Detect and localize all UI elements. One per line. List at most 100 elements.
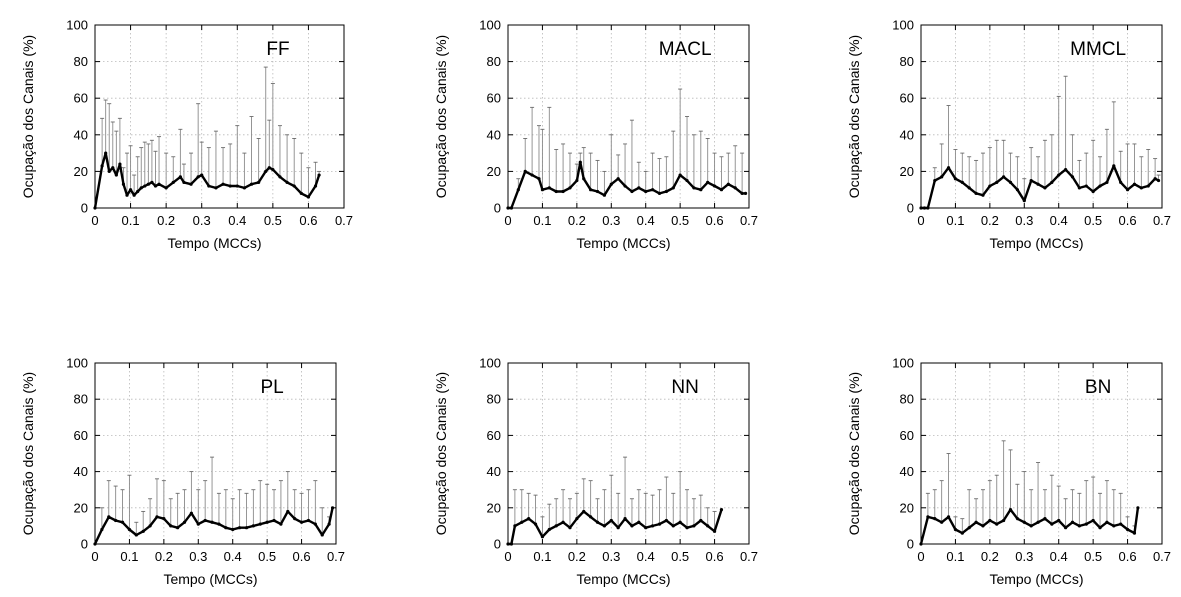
data-point bbox=[217, 522, 221, 526]
data-point bbox=[1112, 524, 1116, 528]
y-tick-label: 40 bbox=[900, 127, 914, 142]
data-point bbox=[272, 518, 276, 523]
data-point bbox=[919, 206, 923, 210]
x-tick-label: 0 bbox=[504, 549, 511, 564]
data-point bbox=[1136, 506, 1140, 510]
x-tick-label: 0.6 bbox=[706, 213, 724, 228]
x-tick-label: 0.2 bbox=[568, 549, 586, 564]
x-tick-label: 0.5 bbox=[258, 549, 276, 564]
y-tick-label: 100 bbox=[479, 356, 501, 371]
data-point bbox=[609, 182, 613, 186]
data-point bbox=[644, 189, 648, 194]
data-point bbox=[630, 189, 634, 194]
x-tick-label: 0.6 bbox=[1119, 213, 1137, 228]
data-point bbox=[540, 188, 545, 192]
data-point bbox=[561, 189, 565, 194]
data-point bbox=[602, 193, 607, 197]
y-tick-label: 80 bbox=[900, 392, 914, 407]
series-line bbox=[508, 161, 746, 210]
data-point bbox=[960, 531, 964, 535]
data-point bbox=[120, 520, 125, 524]
x-tick-label: 0.7 bbox=[740, 213, 758, 228]
data-point bbox=[196, 522, 200, 526]
data-point bbox=[575, 178, 579, 183]
series bbox=[919, 440, 1140, 546]
data-point bbox=[1022, 199, 1026, 203]
y-tick-label: 20 bbox=[74, 164, 88, 179]
data-point bbox=[678, 520, 682, 524]
data-point bbox=[578, 160, 582, 164]
data-point bbox=[136, 189, 140, 194]
y-tick-label: 40 bbox=[900, 464, 914, 479]
x-tick-label: 0.6 bbox=[1119, 549, 1137, 564]
data-point bbox=[100, 164, 104, 168]
data-point bbox=[685, 526, 689, 530]
y-axis-title: Ocupação dos Canais (%) bbox=[846, 372, 862, 535]
data-point bbox=[1008, 508, 1013, 512]
panel-pl: 0 0.1 0.2 0.3 0.4 0.5 0.6 0.7 0 20 40 60 80 100 Tempo … bbox=[20, 356, 345, 588]
data-point bbox=[712, 184, 717, 188]
y-tick-label: 0 bbox=[494, 537, 501, 552]
data-point bbox=[207, 184, 211, 188]
plot-frame bbox=[920, 24, 1163, 209]
data-point bbox=[1139, 186, 1143, 190]
x-tick-label: 0.3 bbox=[189, 549, 207, 564]
data-point bbox=[967, 186, 971, 190]
x-axis-title: Tempo (MCCs) bbox=[576, 235, 670, 251]
x-tick-label: 0.4 bbox=[1050, 549, 1068, 564]
data-point bbox=[609, 518, 613, 523]
x-tick-label: 0.4 bbox=[1050, 213, 1068, 228]
data-point bbox=[995, 180, 999, 184]
data-point bbox=[171, 180, 175, 184]
data-point bbox=[1015, 517, 1020, 521]
data-point bbox=[981, 193, 985, 197]
data-point bbox=[1119, 522, 1123, 526]
data-point bbox=[157, 182, 161, 186]
data-point bbox=[630, 524, 634, 528]
data-point bbox=[1105, 180, 1109, 184]
data-point bbox=[554, 524, 558, 528]
data-point bbox=[946, 166, 951, 170]
panel-mmcl: 0 0.1 0.2 0.3 0.4 0.5 0.6 0.7 0 20 40 60 80 100 Tempo … bbox=[846, 18, 1171, 252]
data-point bbox=[933, 517, 937, 521]
data-point bbox=[623, 184, 627, 188]
series bbox=[919, 75, 1161, 210]
y-tick-label: 20 bbox=[74, 500, 88, 515]
data-point bbox=[264, 169, 268, 173]
data-point bbox=[1043, 186, 1047, 190]
data-point bbox=[271, 167, 275, 172]
data-point bbox=[153, 184, 158, 188]
data-point bbox=[1064, 526, 1068, 530]
data-point bbox=[589, 188, 593, 192]
data-point bbox=[313, 522, 317, 526]
data-point bbox=[726, 182, 730, 186]
data-point bbox=[162, 517, 166, 521]
x-tick-label: 0 bbox=[504, 213, 511, 228]
y-tick-label: 60 bbox=[900, 91, 914, 106]
data-point bbox=[1132, 531, 1137, 535]
data-point bbox=[1125, 527, 1130, 532]
x-tick-label: 0.3 bbox=[1015, 213, 1033, 228]
panel-title: BN bbox=[1085, 377, 1111, 398]
data-point bbox=[509, 542, 514, 546]
data-point bbox=[132, 193, 136, 197]
series-line bbox=[919, 507, 1140, 545]
data-point bbox=[1091, 189, 1095, 194]
series bbox=[506, 456, 724, 546]
data-point bbox=[685, 178, 689, 183]
data-point bbox=[1077, 524, 1081, 528]
data-point bbox=[1064, 167, 1068, 172]
data-point bbox=[141, 529, 145, 533]
data-point bbox=[214, 186, 218, 190]
y-tick-label: 0 bbox=[907, 537, 914, 552]
data-point bbox=[1029, 524, 1033, 528]
data-point bbox=[134, 533, 138, 537]
data-point bbox=[176, 526, 180, 530]
plot-frame bbox=[94, 24, 345, 209]
y-tick-label: 20 bbox=[900, 500, 914, 515]
data-point bbox=[940, 520, 944, 524]
data-point bbox=[513, 524, 517, 528]
data-point bbox=[203, 518, 207, 523]
data-point bbox=[244, 526, 249, 530]
plot-frame bbox=[920, 362, 1163, 545]
